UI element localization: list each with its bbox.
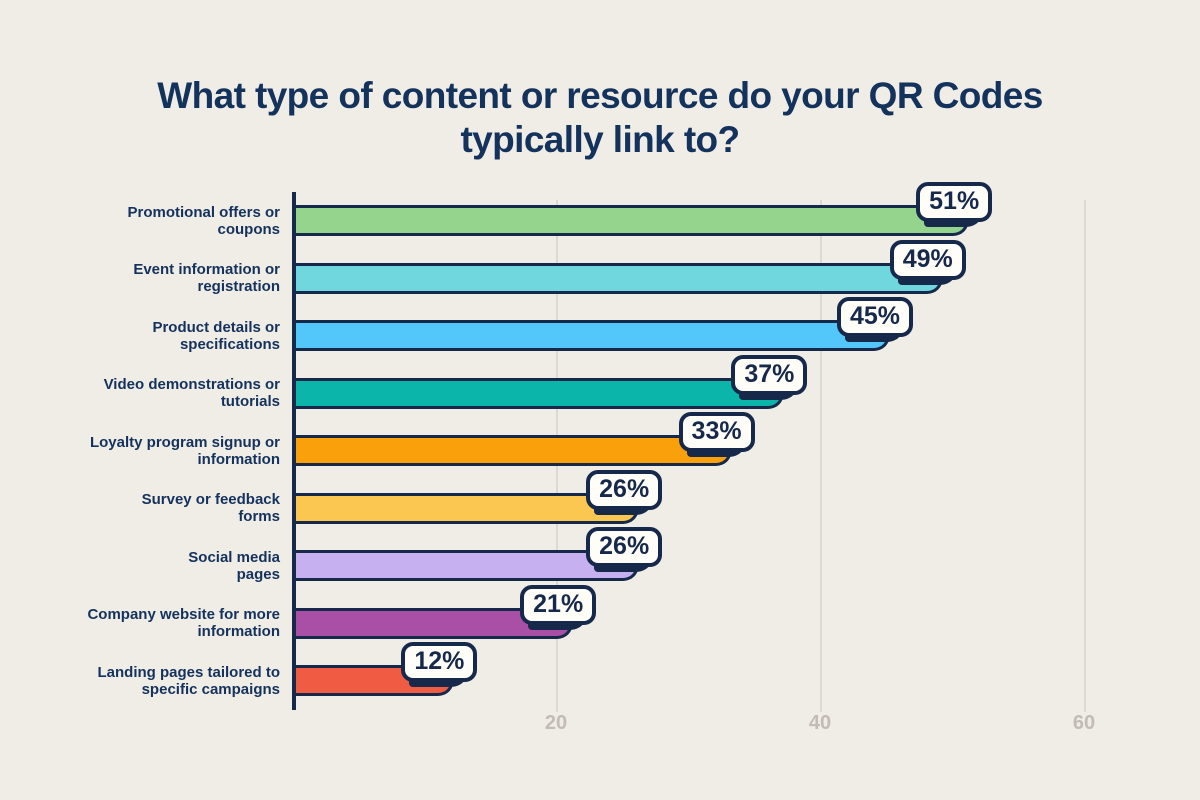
x-tick-label: 60 (1072, 712, 1096, 734)
bar-zone: 37% (292, 354, 1200, 422)
category-label-line: information (197, 623, 281, 641)
chart-row: Video demonstrations or tutorials 37% (0, 354, 1200, 422)
value-badge: 49% (889, 239, 966, 280)
bar-zone: 49% (292, 239, 1200, 307)
category-label-line: Loyalty program signup or (89, 433, 280, 451)
bar: 12% (296, 642, 478, 697)
chart-rows: Promotional offers or coupons 51% Event inf… (0, 182, 1200, 710)
bar: 33% (296, 412, 755, 467)
gridline-40 (820, 200, 822, 712)
x-tick-label: 40 (808, 712, 832, 734)
value-badge: 21% (520, 584, 597, 625)
bar-zone: 26% (292, 527, 1200, 595)
category-label: Event information or registration (0, 261, 292, 295)
value-badge: 26% (586, 527, 663, 568)
bar-zone: 21% (292, 584, 1200, 652)
category-label-line: information (197, 450, 281, 468)
value-badge: 37% (731, 354, 808, 395)
bar: 21% (296, 584, 597, 639)
category-label: Company website for more information (0, 606, 292, 640)
bar: 26% (296, 527, 663, 582)
chart-row: Survey or feedback forms 26% (0, 469, 1200, 537)
category-label-line: Event information or (133, 261, 280, 279)
category-label: Landing pages tailored to specific campai… (0, 664, 292, 698)
category-label-line: Product details or (152, 318, 280, 336)
chart-row: Product details or specifications 45% (0, 297, 1200, 365)
category-label-line: registration (197, 278, 280, 296)
value-badge: 45% (836, 297, 913, 338)
category-label-line: pages (236, 565, 280, 583)
category-label: Product details or specifications (0, 319, 292, 353)
category-label-line: Social media (188, 548, 280, 566)
category-label-line: tutorials (220, 393, 280, 411)
chart-row: Social media pages 26% (0, 527, 1200, 595)
category-label: Promotional offers or coupons (0, 204, 292, 238)
value-badge: 33% (678, 412, 755, 453)
category-label: Video demonstrations or tutorials (0, 376, 292, 410)
chart-row: Loyalty program signup or information 33% (0, 412, 1200, 480)
chart-row: Company website for more information 21% (0, 584, 1200, 652)
bar: 26% (296, 469, 663, 524)
value-badge: 26% (586, 469, 663, 510)
category-label-line: specifications (179, 335, 280, 353)
category-label-line: Promotional offers or (127, 203, 280, 221)
value-badge: 12% (401, 642, 478, 683)
bar-zone: 12% (292, 642, 1200, 710)
bar: 45% (296, 297, 913, 352)
chart-row: Event information or registration 49% (0, 239, 1200, 307)
category-label-line: forms (238, 508, 280, 526)
bar-zone: 33% (292, 412, 1200, 480)
chart-title: What type of content or resource do your… (157, 75, 1043, 161)
value-badge: 51% (916, 182, 993, 223)
category-label-line: Landing pages tailored to (97, 663, 280, 681)
chart-row: Promotional offers or coupons 51% (0, 182, 1200, 250)
category-label-line: coupons (217, 220, 281, 238)
category-label-line: Video demonstrations or (103, 376, 280, 394)
category-label: Loyalty program signup or information (0, 434, 292, 468)
category-label-line: Survey or feedback (141, 491, 280, 509)
category-label: Social media pages (0, 549, 292, 583)
x-tick-label: 20 (544, 712, 568, 734)
bar-zone: 26% (292, 469, 1200, 537)
category-label-line: Company website for more (87, 606, 280, 624)
gridline-60 (1084, 200, 1086, 712)
bar: 37% (296, 354, 808, 409)
bar-zone: 45% (292, 297, 1200, 365)
bar: 49% (296, 239, 966, 294)
bar-zone: 51% (292, 182, 1200, 250)
bar: 51% (296, 182, 993, 237)
chart-row: Landing pages tailored to specific campai… (0, 642, 1200, 710)
category-label-line: specific campaigns (141, 680, 280, 698)
category-label: Survey or feedback forms (0, 491, 292, 525)
